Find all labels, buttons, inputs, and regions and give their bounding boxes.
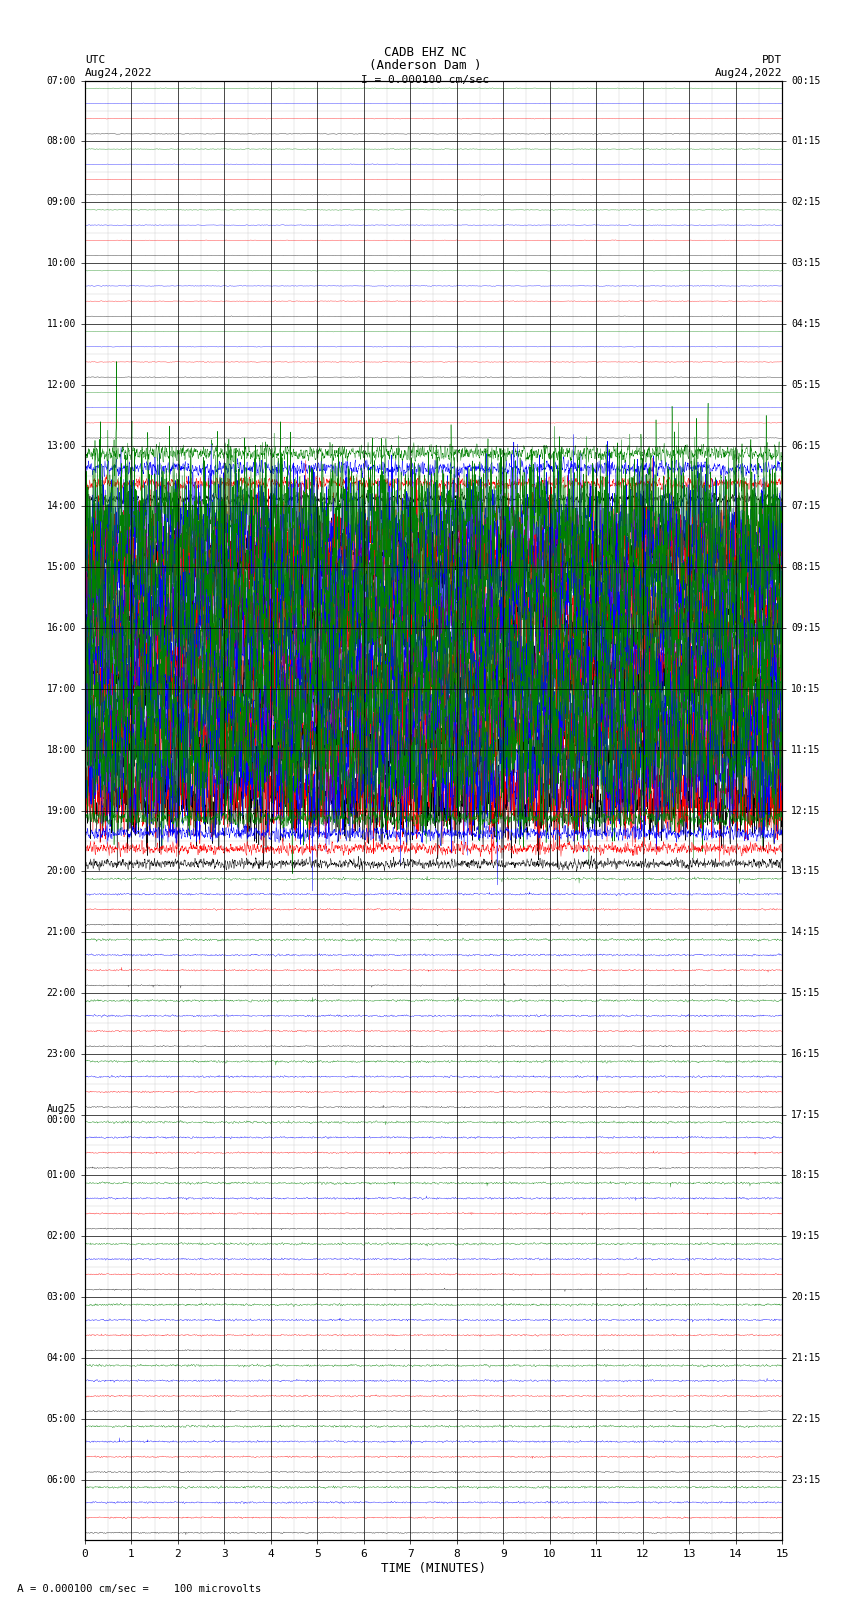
Text: PDT: PDT xyxy=(762,55,782,65)
Text: = 0.000100 cm/sec =    100 microvolts: = 0.000100 cm/sec = 100 microvolts xyxy=(30,1584,261,1594)
Text: UTC: UTC xyxy=(85,55,105,65)
Text: A: A xyxy=(17,1584,24,1594)
Text: Aug24,2022: Aug24,2022 xyxy=(85,68,152,77)
Text: I = 0.000100 cm/sec: I = 0.000100 cm/sec xyxy=(361,74,489,84)
X-axis label: TIME (MINUTES): TIME (MINUTES) xyxy=(381,1563,486,1576)
Text: CADB EHZ NC: CADB EHZ NC xyxy=(383,45,467,58)
Text: (Anderson Dam ): (Anderson Dam ) xyxy=(369,58,481,71)
Text: Aug24,2022: Aug24,2022 xyxy=(715,68,782,77)
